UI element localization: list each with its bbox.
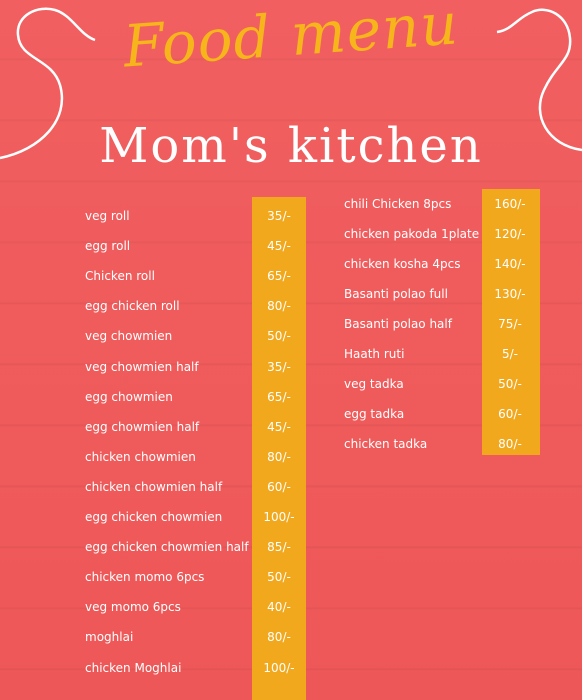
menu-item: veg momo 6pcs 40/- bbox=[0, 600, 582, 620]
menu-item: chicken chowmien 80/- bbox=[0, 450, 582, 470]
menu-item: Haath ruti 5/- bbox=[0, 347, 582, 367]
menu-item: Chicken roll 65/- bbox=[0, 269, 582, 289]
menu-item-price: 120/- bbox=[494, 227, 526, 241]
menu-item-price: 80/- bbox=[498, 437, 522, 451]
menu-item-name: chili Chicken 8pcs bbox=[344, 197, 452, 211]
menu-item: chicken tadka 80/- bbox=[0, 437, 582, 457]
menu-item-price: 60/- bbox=[267, 479, 291, 494]
menu-item-name: veg roll bbox=[85, 209, 130, 223]
menu-item-price: 50/- bbox=[267, 570, 291, 585]
menu-item: veg roll 35/- bbox=[0, 209, 582, 229]
menu-item-price: 5/- bbox=[501, 347, 518, 361]
menu-item-price: 130/- bbox=[494, 287, 526, 301]
menu-item-name: chicken chowmien half bbox=[85, 479, 223, 494]
menu-item-name: egg chowmien bbox=[85, 389, 173, 404]
menu-item-name: egg tadka bbox=[344, 407, 405, 421]
menu-item: chicken chowmien half 60/- bbox=[0, 480, 582, 500]
menu-item-price: 100/- bbox=[263, 660, 295, 675]
menu-item-name: chicken Moghlai bbox=[85, 660, 182, 675]
menu-item: veg tadka 50/- bbox=[0, 377, 582, 397]
menu-item-name: Basanti polao full bbox=[344, 287, 448, 301]
menu-item: egg chicken roll 80/- bbox=[0, 299, 582, 319]
menu-item-price: 40/- bbox=[267, 600, 291, 615]
menu-item-price: 80/- bbox=[267, 449, 291, 464]
menu-item-name: chicken kosha 4pcs bbox=[344, 257, 461, 271]
menu-item-name: veg tadka bbox=[344, 377, 404, 391]
menu-item: egg chowmien 65/- bbox=[0, 390, 582, 410]
menu-item-name: veg momo 6pcs bbox=[85, 600, 181, 615]
menu-item-price: 35/- bbox=[267, 359, 291, 374]
menu-item-name: chicken tadka bbox=[344, 437, 428, 451]
menu-item-price: 60/- bbox=[498, 407, 522, 421]
menu-item: egg chicken chowmien 100/- bbox=[0, 510, 582, 530]
menu-item-name: Chicken roll bbox=[85, 269, 155, 284]
menu-item-price: 80/- bbox=[267, 299, 291, 314]
menu-item-price: 80/- bbox=[267, 630, 291, 645]
menu-item-name: veg chowmien bbox=[85, 329, 173, 344]
menu-item-price: 45/- bbox=[267, 419, 291, 434]
menu-item-price: 50/- bbox=[267, 329, 291, 344]
menu-item-name: chicken pakoda 1plate bbox=[344, 227, 480, 241]
menu-item: chicken momo 6pcs 50/- bbox=[0, 570, 582, 590]
menu-item-name: veg chowmien half bbox=[85, 359, 199, 374]
right-swirl-decoration bbox=[496, 8, 582, 152]
menu-item-name: moghlai bbox=[85, 630, 134, 645]
menu-item: egg chowmien half 45/- bbox=[0, 420, 582, 440]
menu-item: veg chowmien 50/- bbox=[0, 329, 582, 349]
menu-item-price: 160/- bbox=[494, 197, 526, 211]
menu-item-name: egg chicken roll bbox=[85, 299, 180, 314]
menu-item: chicken pakoda 1plate 120/- bbox=[0, 227, 582, 247]
menu-item: egg tadka 60/- bbox=[0, 407, 582, 427]
menu-item-name: Haath ruti bbox=[344, 347, 405, 361]
menu-item-name: egg chicken chowmien half bbox=[85, 540, 249, 555]
menu-item-name: egg chicken chowmien bbox=[85, 510, 223, 524]
menu-item-name: egg chowmien half bbox=[85, 419, 200, 434]
menu-item-price: 50/- bbox=[498, 377, 522, 391]
menu-item-name: egg roll bbox=[85, 239, 131, 254]
menu-item-price: 65/- bbox=[267, 389, 291, 404]
price-band-left bbox=[252, 197, 306, 700]
menu-item-price: 35/- bbox=[267, 209, 291, 223]
menu-item: egg chicken chowmien half 85/- bbox=[0, 540, 582, 560]
left-swirl-decoration bbox=[0, 7, 96, 160]
menu-item: Basanti polao full 130/- bbox=[0, 287, 582, 307]
menu-item-price: 85/- bbox=[267, 540, 291, 555]
menu-item: veg chowmien half 35/- bbox=[0, 360, 582, 380]
menu-item: chicken Moghlai 100/- bbox=[0, 661, 582, 681]
menu-item-price: 75/- bbox=[498, 317, 522, 331]
menu-item: moghlai 80/- bbox=[0, 630, 582, 650]
menu-item-name: chicken chowmien bbox=[85, 449, 196, 464]
menu-item: chicken kosha 4pcs 140/- bbox=[0, 257, 582, 277]
menu-item: egg roll 45/- bbox=[0, 239, 582, 259]
menu-item-price: 140/- bbox=[494, 257, 526, 271]
menu-item: chili Chicken 8pcs 160/- bbox=[0, 197, 582, 217]
menu-item-price: 45/- bbox=[267, 239, 291, 254]
menu-item-price: 65/- bbox=[267, 269, 291, 284]
menu-item-name: Basanti polao half bbox=[344, 317, 452, 331]
menu-item: Basanti polao half 75/- bbox=[0, 317, 582, 337]
restaurant-title: Mom's kitchen bbox=[99, 118, 483, 174]
price-band-right bbox=[482, 189, 540, 455]
menu-item-price: 100/- bbox=[263, 510, 295, 524]
menu-item-name: chicken momo 6pcs bbox=[85, 570, 205, 585]
